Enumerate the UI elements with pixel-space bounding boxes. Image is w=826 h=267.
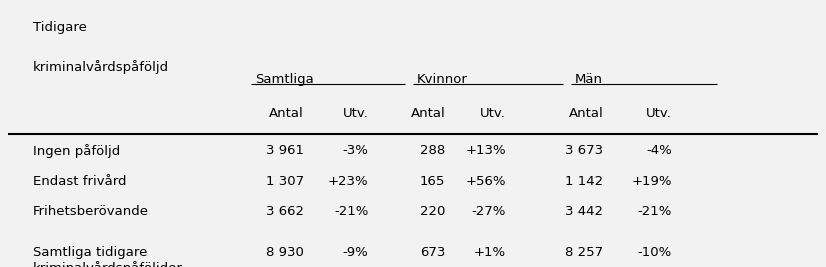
Text: 8 930: 8 930 [266,246,304,259]
Text: Antal: Antal [411,107,445,120]
Text: 3 673: 3 673 [565,144,603,157]
Text: -21%: -21% [334,206,368,218]
Text: Samtliga tidigare
kriminalvårdspåföljder: Samtliga tidigare kriminalvårdspåföljder [32,246,183,267]
Text: Utv.: Utv. [343,107,368,120]
Text: +13%: +13% [466,144,506,157]
Text: Endast frivård: Endast frivård [32,175,126,188]
Text: -4%: -4% [646,144,672,157]
Text: Utv.: Utv. [646,107,672,120]
Text: 1 142: 1 142 [565,175,603,188]
Text: Ingen påföljd: Ingen påföljd [32,144,120,158]
Text: 3 662: 3 662 [266,206,304,218]
Text: Utv.: Utv. [480,107,506,120]
Text: Män: Män [575,73,603,86]
Text: Frihetsberövande: Frihetsberövande [32,206,149,218]
Text: -27%: -27% [472,206,506,218]
Text: 3 961: 3 961 [266,144,304,157]
Text: Tidigare: Tidigare [32,21,87,34]
Text: -21%: -21% [638,206,672,218]
Text: -10%: -10% [638,246,672,259]
Text: Antal: Antal [568,107,603,120]
Text: +23%: +23% [328,175,368,188]
Text: Samtliga: Samtliga [255,73,314,86]
Text: 3 442: 3 442 [565,206,603,218]
Text: 165: 165 [420,175,445,188]
Text: kriminalvårdspåföljd: kriminalvårdspåföljd [32,60,169,74]
Text: 288: 288 [420,144,445,157]
Text: 8 257: 8 257 [565,246,603,259]
Text: -3%: -3% [343,144,368,157]
Text: -9%: -9% [343,246,368,259]
Text: Antal: Antal [269,107,304,120]
Text: 673: 673 [420,246,445,259]
Text: +19%: +19% [632,175,672,188]
Text: Kvinnor: Kvinnor [417,73,468,86]
Text: +1%: +1% [474,246,506,259]
Text: +56%: +56% [466,175,506,188]
Text: 220: 220 [420,206,445,218]
Text: 1 307: 1 307 [266,175,304,188]
